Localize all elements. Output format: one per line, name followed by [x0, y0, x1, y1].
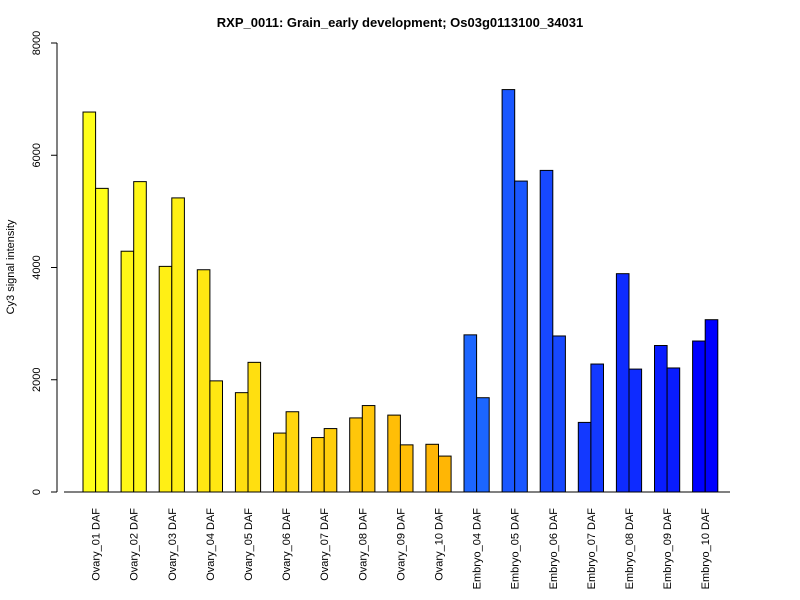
bar	[615, 273, 630, 493]
bar	[692, 340, 706, 493]
bar	[704, 319, 719, 493]
x-category-label: Ovary_10 DAF	[434, 508, 446, 581]
bar	[628, 368, 643, 493]
bar	[361, 405, 376, 493]
bars-group	[82, 89, 719, 493]
bar	[425, 443, 439, 493]
x-category-label: Ovary_02 DAF	[129, 508, 141, 581]
x-category-label: Ovary_06 DAF	[281, 508, 293, 581]
x-category-label: Ovary_04 DAF	[205, 508, 217, 581]
x-category-label: Ovary_08 DAF	[357, 508, 369, 581]
bar	[476, 397, 490, 493]
bar	[285, 411, 300, 493]
x-category-label: Embryo_10 DAF	[700, 508, 712, 590]
bar	[247, 361, 262, 493]
bar	[311, 437, 325, 493]
y-tick-label: 4000	[31, 255, 43, 279]
x-category-label: Embryo_07 DAF	[586, 508, 598, 590]
bar	[95, 187, 109, 493]
bar	[158, 265, 173, 493]
x-category-label: Embryo_05 DAF	[510, 508, 522, 590]
x-category-label: Embryo_04 DAF	[472, 508, 484, 590]
x-category-label: Ovary_09 DAF	[395, 508, 407, 581]
y-tick-label: 2000	[31, 368, 43, 392]
bar	[463, 334, 478, 493]
bar	[349, 417, 363, 493]
bar	[234, 392, 249, 493]
bar	[514, 180, 528, 493]
bar	[323, 428, 338, 493]
bar	[666, 367, 681, 493]
y-axis-label: Cy3 signal intensity	[5, 219, 17, 314]
bar	[552, 335, 566, 493]
bar	[654, 345, 668, 493]
bar	[82, 111, 97, 493]
bar	[387, 414, 401, 493]
bar	[590, 363, 605, 493]
y-axis: 0 2000 4000 6000 8000	[31, 31, 58, 495]
x-category-label: Ovary_01 DAF	[91, 508, 103, 581]
x-category-label: Embryo_09 DAF	[662, 508, 674, 590]
x-category-label: Ovary_07 DAF	[319, 508, 331, 581]
x-category-label: Embryo_08 DAF	[624, 508, 636, 590]
bar	[273, 432, 287, 493]
bar	[196, 269, 211, 493]
bar	[399, 444, 414, 493]
y-tick-label: 8000	[31, 31, 43, 55]
bar	[539, 169, 554, 493]
bar	[133, 181, 147, 493]
y-tick-label: 6000	[31, 143, 43, 167]
bar	[501, 89, 516, 493]
chart-title: RXP_0011: Grain_early development; Os03g…	[217, 15, 583, 30]
x-category-label: Ovary_03 DAF	[167, 508, 179, 581]
bar	[171, 197, 185, 493]
x-axis-labels: Ovary_01 DAF Ovary_02 DAF Ovary_03 DAF Ovar…	[91, 508, 713, 590]
x-category-label: Ovary_05 DAF	[243, 508, 255, 581]
bar	[209, 380, 223, 493]
bar	[120, 250, 135, 493]
bar	[577, 421, 592, 493]
bar	[438, 455, 452, 493]
y-tick-label: 0	[31, 489, 43, 495]
x-category-label: Embryo_06 DAF	[548, 508, 560, 590]
